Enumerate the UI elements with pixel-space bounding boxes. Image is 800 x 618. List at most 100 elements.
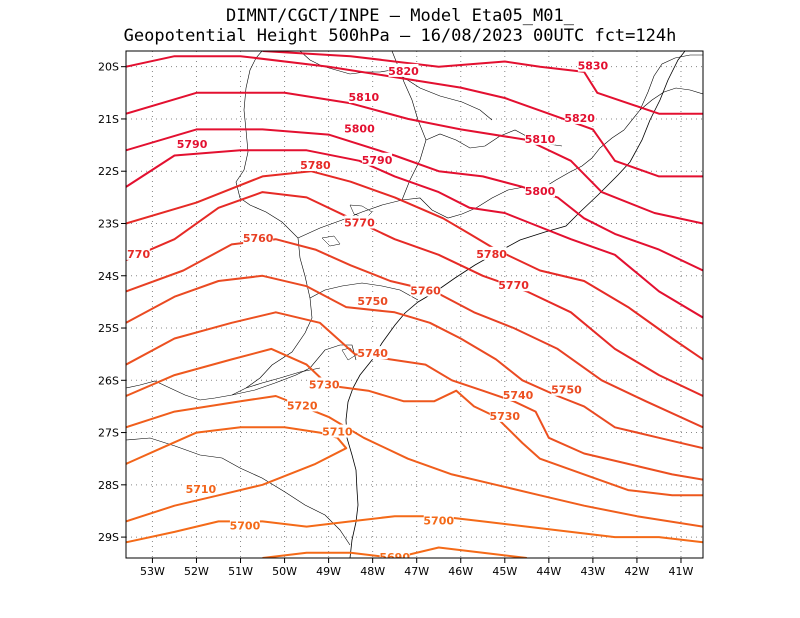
contour-label-5780: 5780 — [476, 248, 507, 261]
contour-label-bg — [126, 246, 150, 260]
contour-label-5760: 5760 — [243, 232, 274, 245]
contour-label-5790: 5790 — [177, 138, 208, 151]
lon-tick-label: 52W — [184, 565, 209, 578]
lon-tick-label: 50W — [272, 565, 297, 578]
lon-tick-label: 42W — [624, 565, 649, 578]
lon-tick-label: 53W — [140, 565, 165, 578]
contour-label-5710: 5710 — [186, 483, 217, 496]
contour-label-bg — [177, 137, 208, 151]
lat-tick-label: 25S — [98, 322, 119, 335]
contour-5780 — [126, 170, 703, 361]
contour-label-5740: 5740 — [503, 389, 534, 402]
height-contours — [126, 51, 703, 558]
contour-label-bg — [185, 482, 216, 496]
contour-5740 — [126, 311, 703, 481]
lat-tick-label: 21S — [98, 113, 119, 126]
contour-label-5750: 5750 — [357, 295, 388, 308]
contour-label-bg — [423, 513, 454, 527]
contour-label-5820: 5820 — [564, 112, 595, 125]
contour-label-5720: 5720 — [287, 399, 318, 412]
lon-tick-label: 47W — [404, 565, 429, 578]
contour-label-bg — [309, 377, 340, 391]
contour-5700 — [126, 515, 703, 544]
contour-5730 — [126, 347, 703, 497]
contour-label-5740: 5740 — [357, 347, 388, 360]
contour-label-bg — [388, 63, 419, 77]
contour-label-bg — [410, 283, 441, 297]
contour-label-5780: 5780 — [300, 159, 331, 172]
lon-tick-label: 41W — [669, 565, 694, 578]
contour-label-5810: 5810 — [349, 91, 380, 104]
contour-label-bg — [229, 518, 260, 532]
contour-label-5800: 5800 — [525, 185, 556, 198]
contour-5800 — [126, 128, 703, 272]
contour-5690 — [262, 546, 527, 558]
contour-label-bg — [344, 121, 375, 135]
lon-tick-label: 45W — [492, 565, 517, 578]
lat-tick-label: 28S — [98, 479, 119, 492]
contour-label-bg — [300, 157, 331, 171]
contour-5710 — [126, 426, 348, 523]
contour-label-5770: 5770 — [498, 279, 529, 292]
contour-label-5730: 5730 — [309, 379, 340, 392]
contour-label-5700: 5700 — [423, 514, 454, 527]
lat-tick-label: 20S — [98, 61, 119, 74]
contour-label-5700: 5700 — [230, 520, 261, 533]
contour-label-bg — [489, 408, 520, 422]
contour-label-5800: 5800 — [344, 122, 375, 135]
contour-label-bg — [564, 110, 595, 124]
lat-tick-label: 23S — [98, 217, 119, 230]
contour-label-bg — [379, 550, 410, 558]
lon-tick-label: 43W — [580, 565, 605, 578]
contour-5760 — [126, 238, 703, 429]
contour-label-bg — [503, 387, 534, 401]
contour-5750 — [126, 274, 703, 450]
contour-label-bg — [525, 131, 556, 145]
contour-5810 — [126, 91, 703, 225]
contour-label-bg — [498, 278, 529, 292]
lon-tick-label: 46W — [448, 565, 473, 578]
contour-label-5750: 5750 — [551, 384, 582, 397]
lon-tick-label: 51W — [228, 565, 253, 578]
axis-ticks: 53W 52W 51W 50W 49W 48W 47W 46W 45W 44W 43W 42W 41W 2… — [98, 61, 694, 578]
contour-label-5710: 5710 — [322, 426, 353, 439]
contour-label-bg — [322, 424, 353, 438]
lat-tick-label: 26S — [98, 374, 119, 387]
lon-tick-label: 48W — [360, 565, 385, 578]
contour-label-bg — [525, 184, 556, 198]
map-title-line2: Geopotential Height 500hPa – 16/08/2023 … — [123, 26, 677, 46]
lon-tick-label: 44W — [536, 565, 561, 578]
contour-label-5690: 5690 — [379, 551, 410, 564]
lat-tick-label: 24S — [98, 270, 119, 283]
contour-label-5730: 5730 — [489, 410, 520, 423]
lon-tick-label: 49W — [316, 565, 341, 578]
contour-label-5770: 5770 — [344, 216, 375, 229]
lat-tick-label: 27S — [98, 427, 119, 440]
contour-5820 — [126, 55, 703, 178]
contour-label-bg — [287, 398, 318, 412]
contour-5830 — [262, 51, 703, 115]
contour-5720 — [126, 395, 703, 528]
plot-frame — [125, 50, 704, 559]
contour-label-bg — [348, 90, 379, 104]
contour-label-bg — [357, 293, 388, 307]
contour-5770 — [126, 191, 703, 397]
contour-label-5790: 5790 — [362, 154, 393, 167]
contour-label-bg — [357, 346, 388, 360]
contour-label-bg — [243, 231, 274, 245]
contour-5790 — [126, 149, 703, 319]
contour-label-bg — [476, 246, 507, 260]
contour-labels: 5830 5820 5820 5810 5810 5800 5800 5790 5790 5780… — [126, 58, 609, 564]
contour-label-5820: 5820 — [388, 65, 419, 78]
lat-tick-label: 29S — [98, 531, 119, 544]
lat-tick-label: 22S — [98, 165, 119, 178]
contour-label-bg — [344, 215, 375, 229]
contour-label-5760: 5760 — [410, 284, 441, 297]
contour-label-bg — [362, 152, 393, 166]
coastline-borders — [126, 51, 703, 558]
contour-label-bg — [551, 382, 582, 396]
contour-label-5830: 5830 — [578, 60, 609, 73]
contour-label-bg — [577, 58, 608, 72]
map-title-line1: DIMNT/CGCT/INPE – Model Eta05_M01_ — [226, 6, 574, 26]
